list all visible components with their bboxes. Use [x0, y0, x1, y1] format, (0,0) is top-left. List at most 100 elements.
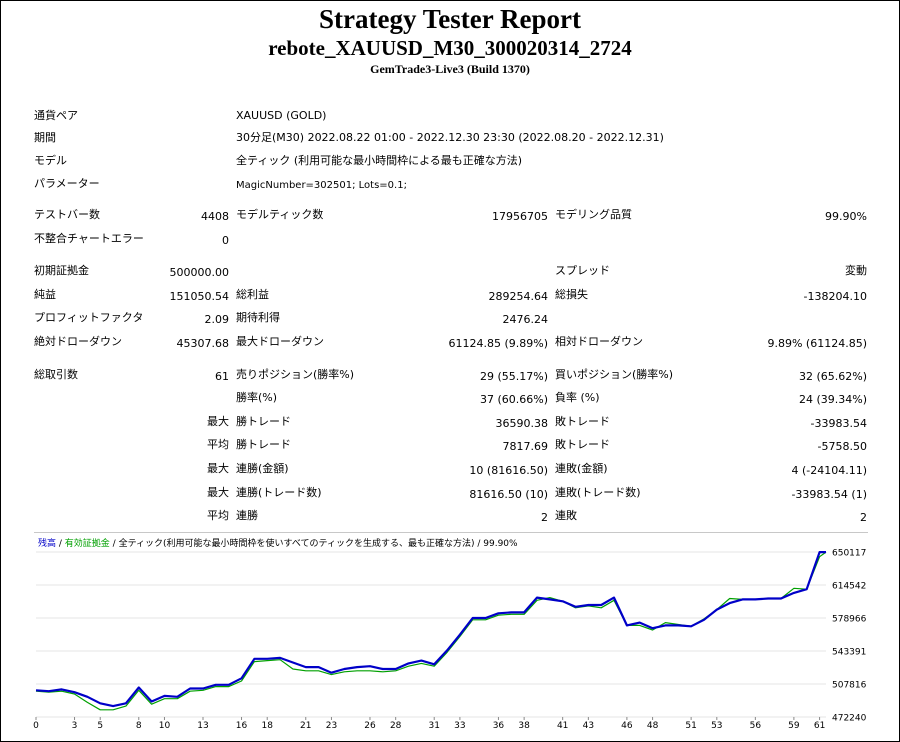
net-profit-value: 151050.54: [169, 290, 230, 303]
y-tick-label: 472240: [832, 714, 867, 724]
spread-label: スプレッド: [555, 264, 610, 277]
x-tick-label: 18: [261, 721, 273, 731]
y-tick-label: 614542: [832, 581, 866, 591]
bars-label: テストバー数: [34, 208, 100, 221]
x-tick-label: 5: [97, 721, 103, 731]
absolute-drawdown-label: 絶対ドローダウン: [34, 335, 122, 348]
x-tick-label: 33: [454, 721, 465, 731]
profit-trades-value: 37 (60.66%): [479, 393, 548, 406]
total-trades-value: 61: [215, 370, 229, 383]
x-tick-label: 56: [750, 721, 762, 731]
expected-payoff-label: 期待利得: [236, 311, 280, 324]
relative-drawdown-value: 9.89% (61124.85): [767, 337, 867, 350]
absolute-drawdown-value: 45307.68: [176, 337, 230, 350]
consecutive-loss-label: 連敗(トレード数): [555, 486, 641, 499]
x-tick-label: 31: [428, 721, 439, 731]
gross-loss-label: 総損失: [555, 288, 588, 301]
x-tick-label: 16: [236, 721, 248, 731]
average-loss-label: 敗トレード: [555, 438, 610, 451]
symbol-value: XAUUSD (GOLD): [236, 109, 327, 122]
short-positions-value: 29 (55.17%): [479, 370, 548, 383]
short-positions-label: 売りポジション(勝率%): [236, 368, 355, 381]
average-consecutive-label: 平均: [207, 509, 229, 522]
long-positions-label: 買いポジション(勝率%): [555, 368, 674, 381]
gross-profit-label: 総利益: [236, 288, 269, 301]
consecutive-wins-label: 連勝(金額): [236, 462, 289, 475]
x-tick-label: 38: [518, 721, 530, 731]
quality-label: モデリング品質: [555, 208, 632, 221]
expected-payoff-value: 2476.24: [502, 313, 549, 326]
avg-consecutive-losses-value: 2: [860, 511, 867, 524]
x-tick-label: 59: [788, 721, 800, 731]
largest-profit-label: 勝トレード: [236, 415, 291, 428]
model-label: モデル: [34, 154, 67, 167]
average-profit-label: 勝トレード: [236, 438, 291, 451]
legend-sep-1: /: [56, 539, 65, 549]
largest-loss-value: -33983.54: [810, 417, 867, 430]
x-tick-label: 26: [364, 721, 376, 731]
y-tick-label: 650117: [832, 549, 866, 559]
consecutive-profit-value: 81616.50 (10): [469, 488, 548, 501]
server-build: GemTrade3-Live3 (Build 1370): [370, 62, 530, 76]
x-tick-label: 36: [493, 721, 505, 731]
x-tick-label: 13: [197, 721, 208, 731]
balance-chart-box: [34, 532, 868, 734]
quality-value: 99.90%: [825, 210, 867, 223]
legend-sep-2: /: [109, 539, 119, 549]
period-label: 期間: [34, 131, 56, 144]
x-tick-label: 53: [711, 721, 722, 731]
model-value: 全ティック (利用可能な最小時間枠による最も正確な方法): [236, 154, 523, 167]
x-tick-label: 10: [159, 721, 171, 731]
total-trades-label: 総取引数: [34, 368, 78, 381]
largest-profit-value: 36590.38: [495, 417, 549, 430]
ticks-value: 17956705: [492, 210, 548, 223]
profit-factor-label: プロフィットファクタ: [34, 311, 144, 324]
x-tick-label: 0: [33, 721, 39, 731]
average-loss-value: -5758.50: [817, 440, 867, 453]
maximal-label: 最大: [207, 486, 229, 499]
loss-trades-label: 負率 (%): [555, 391, 600, 404]
y-tick-label: 578966: [832, 615, 867, 625]
x-tick-label: 8: [136, 721, 142, 731]
loss-trades-value: 24 (39.34%): [798, 393, 867, 406]
average-label: 平均: [207, 438, 229, 451]
profit-trades-label: 勝率(%): [236, 391, 278, 404]
avg-consecutive-losses-label: 連敗: [555, 509, 577, 522]
report-title: Strategy Tester Report: [319, 4, 581, 34]
params-value: MagicNumber=302501; Lots=0.1;: [236, 180, 407, 191]
report-name: rebote_XAUUSD_M30_300020314_2724: [268, 36, 632, 60]
x-tick-label: 41: [557, 721, 568, 731]
y-tick-label: 543391: [832, 647, 866, 657]
consecutive-losses-value: 4 (-24104.11): [791, 464, 867, 477]
deposit-value: 500000.00: [169, 266, 230, 279]
maximal-drawdown-value: 61124.85 (9.89%): [448, 337, 548, 350]
consecutive-losses-label: 連敗(金額): [555, 462, 608, 475]
consecutive-profit-label: 連勝(トレード数): [236, 486, 322, 499]
avg-consecutive-wins-label: 連勝: [236, 509, 258, 522]
average-profit-value: 7817.69: [502, 440, 549, 453]
x-tick-label: 61: [814, 721, 825, 731]
legend-equity: 有効証拠金: [64, 539, 110, 549]
x-tick-label: 46: [621, 721, 633, 731]
largest-loss-label: 敗トレード: [555, 415, 610, 428]
maximum-label: 最大: [207, 462, 229, 475]
x-tick-label: 23: [326, 721, 337, 731]
symbol-label: 通貨ペア: [34, 109, 78, 122]
period-value: 30分足(M30) 2022.08.22 01:00 - 2022.12.30 …: [236, 131, 664, 144]
maximal-drawdown-label: 最大ドローダウン: [236, 335, 324, 348]
largest-label: 最大: [207, 415, 229, 428]
gross-loss-value: -138204.10: [803, 290, 867, 303]
x-tick-label: 51: [685, 721, 696, 731]
ticks-label: モデルティック数: [236, 208, 324, 221]
legend-description: 全ティック(利用可能な最小時間枠を使いすべてのティックを生成する、最も正確な方法…: [118, 539, 518, 549]
gross-profit-value: 289254.64: [488, 290, 549, 303]
errors-label: 不整合チャートエラー: [34, 232, 144, 245]
bars-value: 4408: [201, 210, 229, 223]
chart-legend: 残高 / 有効証拠金 / 全ティック(利用可能な最小時間枠を使いすべてのティック…: [38, 536, 518, 549]
x-tick-label: 48: [647, 721, 659, 731]
legend-balance: 残高: [38, 539, 57, 549]
x-tick-label: 3: [72, 721, 78, 731]
errors-value: 0: [222, 234, 229, 247]
x-tick-label: 43: [583, 721, 594, 731]
